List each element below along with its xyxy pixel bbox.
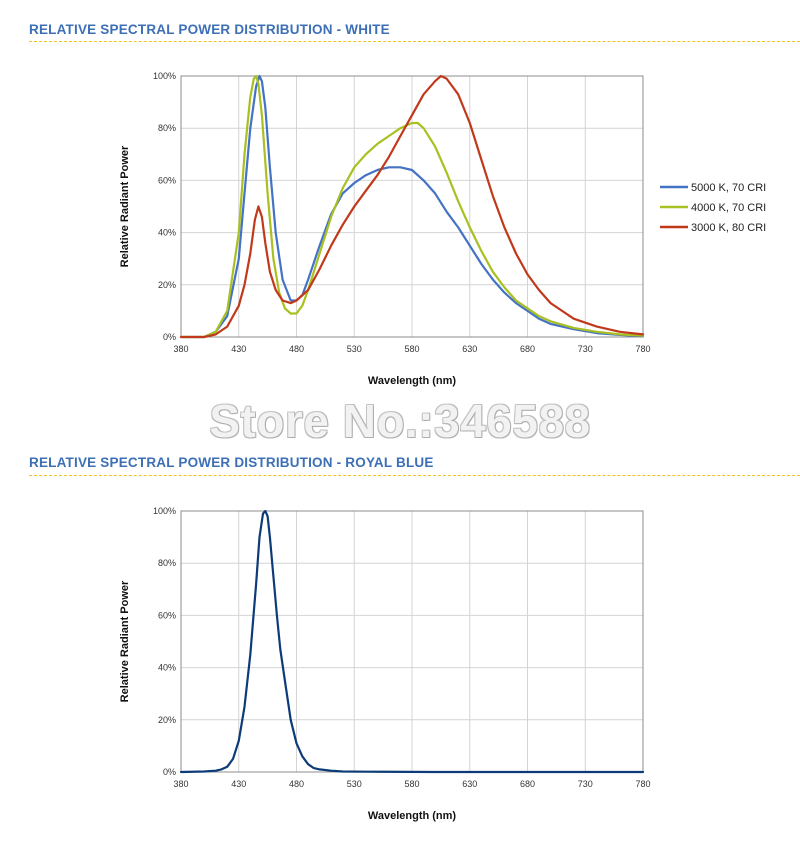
x-tick-label: 730	[578, 779, 593, 789]
y-tick-label: 20%	[158, 715, 176, 725]
y-tick-label: 0%	[163, 767, 176, 777]
legend-label: 3000 K, 80 CRI	[691, 222, 766, 234]
y-tick-label: 0%	[163, 332, 176, 342]
series-line-0	[179, 509, 645, 774]
y-tick-label: 100%	[153, 506, 176, 516]
y-tick-label: 40%	[158, 228, 176, 238]
white-spd-chart: 380 430 480 530 580 630 680 730 780 0% 20% 40% 60% 80…	[119, 71, 766, 387]
y-tick-label: 100%	[153, 71, 176, 81]
x-tick-label: 630	[462, 779, 477, 789]
y-axis-label: Relative Radiant Power	[119, 580, 131, 702]
x-tick-label: 730	[578, 344, 593, 354]
y-tick-label: 60%	[158, 175, 176, 185]
series-line-1	[179, 74, 645, 339]
x-tick-label: 380	[173, 779, 188, 789]
y-tick-label: 40%	[158, 663, 176, 673]
y-tick-label: 60%	[158, 610, 176, 620]
series-line-2	[179, 74, 645, 339]
section-title-white: RELATIVE SPECTRAL POWER DISTRIBUTION - W…	[29, 22, 390, 37]
x-tick-label: 680	[520, 344, 535, 354]
x-tick-label: 480	[289, 344, 304, 354]
x-tick-label: 380	[173, 344, 188, 354]
section-divider	[29, 41, 800, 42]
y-tick-label: 80%	[158, 123, 176, 133]
legend-label: 5000 K, 70 CRI	[691, 182, 766, 194]
store-watermark: Store No.:346588	[209, 395, 591, 447]
x-axis-label: Wavelength (nm)	[368, 810, 457, 822]
x-tick-label: 530	[347, 344, 362, 354]
x-tick-label: 480	[289, 779, 304, 789]
section-title-royal-blue: RELATIVE SPECTRAL POWER DISTRIBUTION - R…	[29, 455, 434, 470]
legend-label: 4000 K, 70 CRI	[691, 202, 766, 214]
x-tick-label: 530	[347, 779, 362, 789]
x-tick-label: 430	[231, 779, 246, 789]
plot-frame	[180, 75, 644, 338]
x-tick-label: 580	[404, 344, 419, 354]
y-tick-label: 80%	[158, 558, 176, 568]
royal-blue-spd-chart: 380 430 480 530 580 630 680 730 780 0% 20% 40% 60% 80…	[119, 506, 651, 822]
x-tick-label: 780	[635, 344, 650, 354]
x-tick-label: 780	[635, 779, 650, 789]
x-tick-label: 680	[520, 779, 535, 789]
x-tick-label: 430	[231, 344, 246, 354]
x-tick-label: 630	[462, 344, 477, 354]
x-axis-label: Wavelength (nm)	[368, 375, 457, 387]
x-tick-label: 580	[404, 779, 419, 789]
section-divider	[29, 475, 800, 476]
y-tick-label: 20%	[158, 280, 176, 290]
y-axis-label: Relative Radiant Power	[119, 145, 131, 267]
series-line-0	[179, 74, 645, 339]
